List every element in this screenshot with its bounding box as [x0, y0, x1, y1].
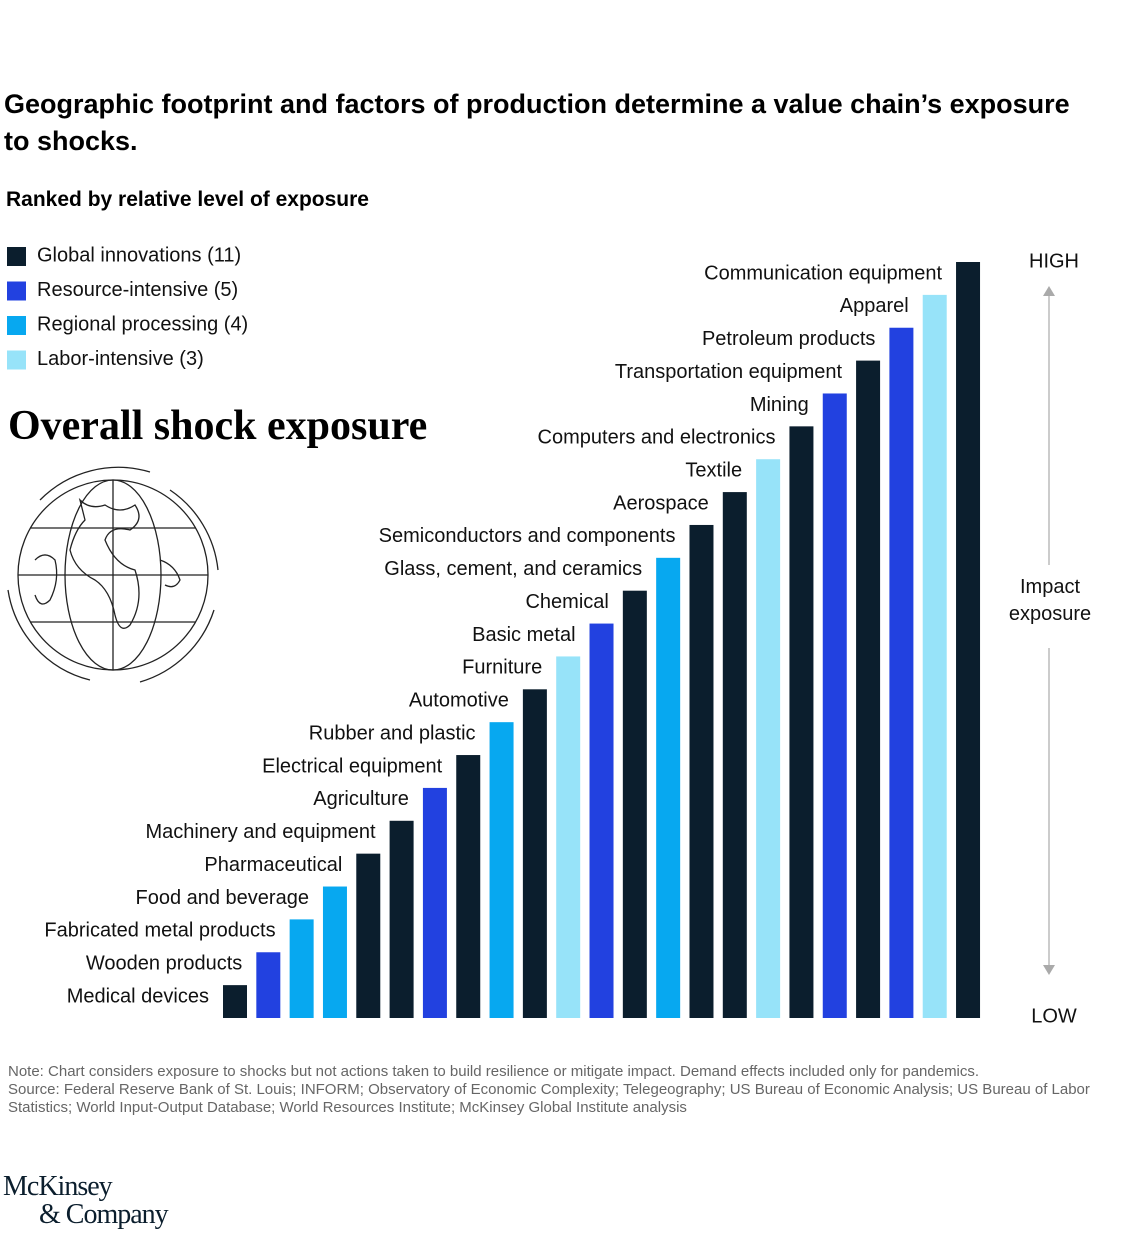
bar: [622, 590, 647, 1018]
bar: [489, 722, 514, 1018]
legend-label: Labor-intensive (3): [37, 348, 204, 370]
bar: [356, 853, 381, 1018]
bar: [522, 689, 547, 1018]
axis-low: LOW: [1031, 1005, 1077, 1027]
category-label: Transportation equipment: [615, 361, 843, 383]
category-label: Fabricated metal products: [44, 920, 275, 942]
bar: [223, 985, 247, 1018]
category-label: Glass, cement, and ceramics: [384, 558, 642, 580]
legend-swatch: [7, 316, 26, 335]
source: Source: Federal Reserve Bank of St. Loui…: [8, 1081, 1090, 1116]
category-label: Rubber and plastic: [309, 722, 476, 744]
bar: [256, 952, 281, 1018]
category-label: Electrical equipment: [262, 755, 443, 777]
category-label: Communication equipment: [704, 262, 942, 284]
category-label: Semiconductors and components: [379, 525, 676, 547]
bar: [322, 886, 347, 1018]
logo-line: & Company: [39, 1199, 169, 1230]
axis-high: HIGH: [1029, 250, 1079, 272]
bar: [389, 820, 414, 1018]
note: Note: Chart considers exposure to shocks…: [8, 1063, 980, 1080]
category-label: Basic metal: [472, 624, 575, 646]
notes: Note: Chart considers exposure to shocks…: [8, 1063, 1108, 1117]
category-label: Machinery and equipment: [145, 821, 376, 843]
category-label: Automotive: [409, 690, 509, 712]
category-label: Aerospace: [613, 492, 709, 514]
logo: McKinsey & Company: [3, 1171, 169, 1230]
bar: [422, 787, 447, 1018]
category-label: Textile: [685, 459, 742, 481]
bar: [656, 557, 681, 1018]
bar: [689, 524, 714, 1018]
legend-swatch: [7, 247, 26, 266]
category-label: Chemical: [525, 591, 608, 613]
bar: [956, 262, 981, 1018]
bar: [789, 426, 814, 1018]
chart-title: Geographic footprint and factors of prod…: [4, 89, 1070, 156]
globe-icon: [7, 466, 219, 683]
category-label: Mining: [750, 394, 809, 416]
axis-label: Impact exposure: [1008, 576, 1092, 625]
category-label: Apparel: [840, 295, 909, 317]
bar: [556, 656, 581, 1018]
legend-swatch: [7, 350, 26, 370]
category-label: Agriculture: [313, 788, 409, 810]
legend-label: Resource-intensive (5): [37, 279, 238, 301]
bar: [922, 294, 947, 1018]
chart-subtitle: Ranked by relative level of exposure: [6, 188, 369, 211]
bar: [889, 327, 914, 1018]
category-label: Medical devices: [67, 985, 209, 1007]
legend-swatch: [7, 281, 26, 301]
category-label: Food and beverage: [135, 887, 308, 909]
category-label: Pharmaceutical: [204, 854, 342, 876]
bar: [856, 360, 881, 1018]
bar: [589, 623, 614, 1018]
logo-line: McKinsey: [3, 1171, 113, 1202]
category-label: Wooden products: [86, 953, 242, 975]
legend-label: Regional processing (4): [37, 313, 248, 335]
bar: [456, 755, 481, 1018]
bar: [722, 492, 747, 1019]
category-label: Furniture: [462, 657, 542, 679]
category-label: Computers and electronics: [538, 427, 776, 449]
bar: [822, 393, 847, 1018]
chart-heading: Overall shock exposure: [8, 403, 428, 449]
legend-label: Global innovations (11): [37, 244, 241, 266]
bar: [756, 459, 781, 1018]
category-label: Petroleum products: [702, 328, 875, 350]
bar: [289, 919, 314, 1018]
